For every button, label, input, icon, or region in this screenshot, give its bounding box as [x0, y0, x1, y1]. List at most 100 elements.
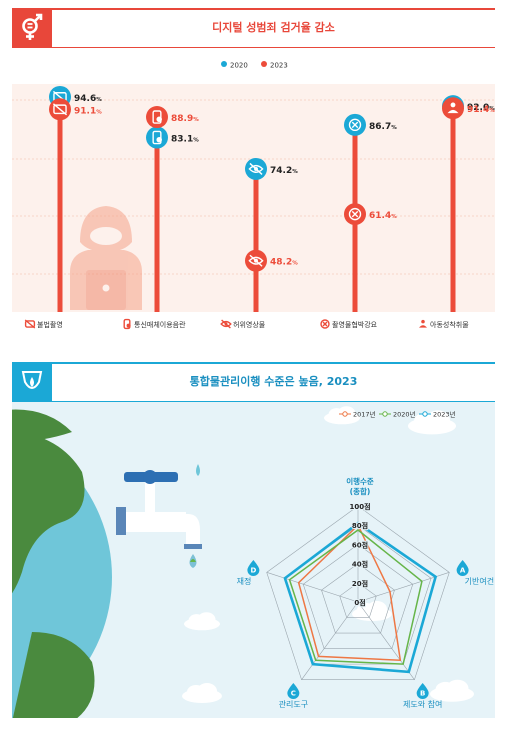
- category-3: 74.2% 48.2% 허위영상물: [220, 157, 298, 329]
- value-label-2023-5: 91.4%: [467, 105, 495, 115]
- category-label-4: 촬영물협박강요: [332, 320, 378, 329]
- hacker-face: [90, 227, 122, 245]
- dot-2023-3: [245, 249, 267, 272]
- axis-marker-D: [247, 560, 260, 577]
- panel2-title: 통합물관리이행 수준은 높음, 2023: [189, 375, 358, 388]
- gender-equality-icon: [12, 8, 52, 48]
- axis-marker-A: [456, 560, 469, 577]
- radar-top-label-0: 이행수준: [346, 476, 374, 486]
- dot-2020-3: [245, 157, 267, 180]
- axis-label-C: 관리도구: [279, 699, 308, 709]
- stick-2: [154, 117, 160, 312]
- water-drop-icon: [12, 362, 52, 402]
- dot-2023-5: [442, 97, 464, 120]
- stick-3: [253, 168, 259, 312]
- legend-label-2020: 2020: [230, 62, 248, 70]
- radar-grid-ring-3: [302, 544, 414, 649]
- axis-marker-C: [287, 682, 300, 699]
- legend-marker-2023년: [422, 411, 428, 417]
- radar-tick-1: 20점: [352, 579, 368, 588]
- radar-grid-ring-2: [321, 563, 395, 634]
- category-1: 94.6% 91.1% 불법촬영: [24, 85, 102, 329]
- panel2-title-bar: 통합물관리이행 수준은 높음, 2023: [12, 362, 495, 402]
- radar-axis-B: B 제도와 참여: [403, 682, 442, 709]
- crime-rate-dot-chart: 2020 2023 94.6% 91.1% 불법촬영 83.1% 88.9% 통신매체이용음란…: [12, 61, 495, 330]
- value-label-2023-1: 91.1%: [74, 106, 102, 116]
- value-label-2020-4: 86.7%: [369, 122, 397, 132]
- hacker-illustration: [70, 206, 142, 310]
- faucet-spout: [172, 514, 200, 544]
- radar-tick-4: 80점: [352, 521, 368, 530]
- radar-axis-C: C 관리도구: [279, 682, 308, 709]
- dot-circle-2023-5: [442, 97, 464, 120]
- value-label-2020-2: 83.1%: [171, 135, 199, 145]
- faucet-handle-knob: [143, 470, 157, 484]
- water-drop-falling: [196, 464, 200, 476]
- axis-label-A: 기반여건: [465, 576, 494, 586]
- legend-dot-2023: [261, 61, 267, 67]
- category-label-5: 아동성착취물: [430, 320, 469, 329]
- value-label-2020-1: 94.6%: [74, 94, 102, 104]
- category-label-1: 불법촬영: [37, 320, 63, 329]
- legend-item-2020년: 2020년: [379, 410, 416, 419]
- radar-top-label-1: (종합): [350, 486, 371, 496]
- legend-label-2020년: 2020년: [393, 410, 416, 419]
- radar-tick-3: 60점: [352, 540, 368, 549]
- radar-tick-2: 40점: [352, 560, 368, 569]
- category-label-group-3: 허위영상물: [220, 319, 266, 329]
- hacker-laptop-logo: [102, 284, 110, 292]
- radar-spoke-2: [357, 601, 415, 680]
- cloud-3: [184, 612, 220, 631]
- faucet-nozzle: [184, 544, 202, 549]
- value-label-2023-4: 61.4%: [369, 211, 397, 221]
- panel1-title-bar: 디지털 성범죄 검거율 감소: [12, 8, 495, 48]
- dot-circle-2020-2: [146, 126, 168, 149]
- cloud-5: [430, 679, 474, 702]
- legend-marker-2020년: [382, 411, 388, 417]
- legend-item-2023년: 2023년: [419, 410, 456, 419]
- radar-spoke-3: [301, 601, 359, 680]
- dot-2023-1: [49, 98, 71, 121]
- axis-marker-B: [416, 682, 429, 699]
- category-5: 92.0%91.4% 아동성착취물: [419, 95, 495, 329]
- faucet-illustration: [116, 464, 202, 568]
- axis-letter-D: D: [250, 567, 256, 575]
- legend-marker-2017년: [342, 411, 348, 417]
- category-label-2: 통신매체이용음란: [134, 320, 186, 329]
- dot-2020-2: [146, 126, 168, 149]
- category-2: 83.1% 88.9% 통신매체이용음란: [123, 106, 199, 330]
- radar-grid: [266, 505, 450, 680]
- radar-series-2017년: [297, 523, 402, 662]
- earth-land-2: [12, 632, 95, 718]
- radar-grid-ring-1: [339, 582, 377, 618]
- value-label-2023-3: 48.2%: [270, 258, 298, 268]
- radar-series-2023년: [283, 521, 438, 674]
- category-4: 86.7% 61.4% 촬영물협박강요: [320, 113, 397, 329]
- water-drop-leaf: [190, 559, 196, 562]
- value-label-2020-3: 74.2%: [270, 166, 298, 176]
- value-label-2023-2: 88.9%: [171, 114, 199, 124]
- radar-grid-ring-5: [266, 505, 450, 680]
- category-label-group-1: 불법촬영: [24, 319, 63, 329]
- radar-tick-5: 100점: [349, 502, 370, 511]
- dot-2023-4: [344, 203, 366, 226]
- earth-illustration: [12, 409, 112, 718]
- dot-circle-2023-2: [146, 106, 168, 129]
- faucet-base: [116, 507, 126, 535]
- radar-tick-0: 0점: [354, 598, 365, 607]
- legend-label-2023년: 2023년: [433, 410, 456, 419]
- value-label-2020-5: 92.0%: [467, 103, 495, 113]
- legend-label-2023: 2023: [270, 62, 288, 70]
- category-label-group-5: 아동성착취물: [419, 319, 469, 329]
- stick-5: [450, 106, 456, 312]
- category-label-group-4: 촬영물협박강요: [320, 319, 378, 329]
- dot-2020-4: [344, 113, 366, 136]
- radar-series-2020년: [288, 529, 423, 665]
- axis-letter-A: A: [460, 567, 466, 575]
- stick-1: [57, 96, 63, 312]
- water-management-radar-chart: 2017년 2020년 2023년 0점 20점 40점 60점 80점 100점 이행수준(종합…: [12, 402, 495, 718]
- dot-2023-2: [146, 106, 168, 129]
- radar-axis-D: D재정: [237, 560, 260, 586]
- cloud-1: [408, 410, 456, 435]
